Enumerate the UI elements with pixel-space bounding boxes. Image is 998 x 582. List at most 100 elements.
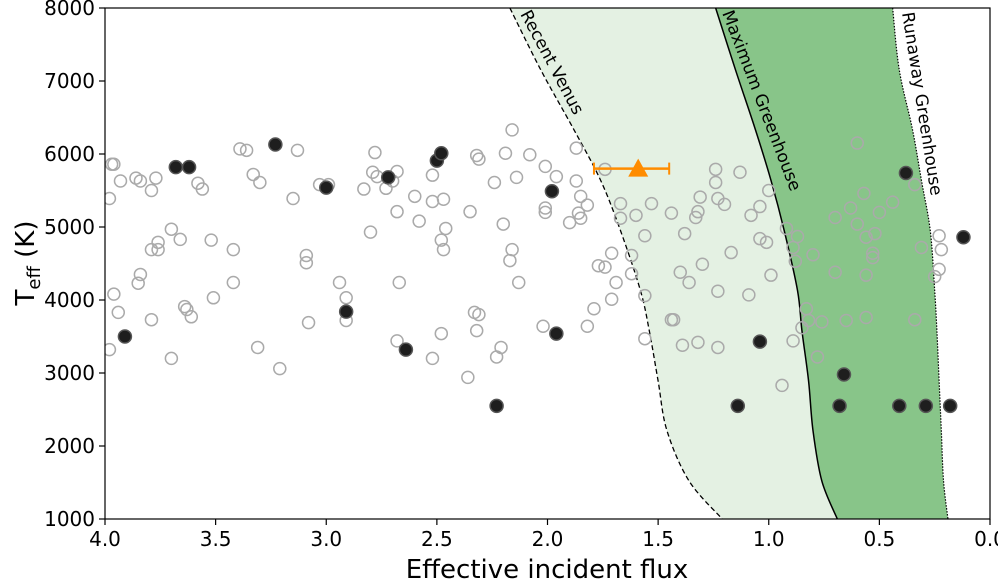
open-point bbox=[408, 189, 422, 204]
open-point bbox=[549, 169, 564, 184]
open-point bbox=[839, 313, 853, 328]
open-point bbox=[872, 205, 887, 220]
open-point bbox=[357, 182, 371, 196]
open-point bbox=[503, 253, 517, 268]
open-point bbox=[742, 288, 756, 302]
open-point bbox=[677, 226, 692, 241]
open-point bbox=[815, 315, 829, 329]
open-point bbox=[463, 204, 477, 219]
open-point bbox=[629, 208, 643, 223]
open-point bbox=[580, 319, 595, 334]
open-point bbox=[425, 351, 440, 366]
open-point bbox=[828, 210, 842, 225]
open-point bbox=[412, 214, 426, 228]
open-point bbox=[436, 192, 451, 207]
open-point bbox=[759, 235, 774, 250]
open-point bbox=[487, 175, 502, 190]
open-point bbox=[113, 174, 128, 188]
open-point bbox=[857, 186, 871, 201]
highlighted-planet bbox=[592, 158, 671, 177]
open-point bbox=[273, 361, 287, 376]
open-point bbox=[693, 190, 707, 204]
open-point bbox=[675, 338, 690, 353]
open-point bbox=[587, 302, 601, 316]
open-point bbox=[688, 210, 703, 225]
open-point bbox=[865, 250, 880, 265]
filled-point bbox=[918, 398, 934, 414]
filled-point bbox=[338, 304, 354, 319]
open-point bbox=[764, 268, 778, 282]
open-point bbox=[604, 246, 619, 261]
open-point bbox=[469, 323, 484, 338]
open-point bbox=[624, 266, 639, 281]
filled-point bbox=[549, 326, 564, 341]
filled-point bbox=[398, 342, 414, 357]
filled-point bbox=[836, 367, 852, 382]
open-point bbox=[573, 189, 588, 204]
open-point bbox=[806, 247, 820, 262]
open-point bbox=[246, 167, 260, 182]
filled-point bbox=[489, 398, 504, 414]
open-point bbox=[149, 171, 163, 185]
open-point bbox=[239, 143, 254, 158]
open-point bbox=[299, 256, 314, 270]
open-point bbox=[691, 335, 705, 350]
filled-point bbox=[942, 398, 958, 414]
y-tick-label: 4000 bbox=[44, 288, 95, 312]
open-point bbox=[253, 175, 267, 190]
filled-point bbox=[380, 170, 396, 185]
open-point bbox=[472, 307, 486, 322]
open-point bbox=[133, 174, 148, 188]
open-point bbox=[609, 275, 623, 290]
open-point bbox=[613, 211, 628, 225]
open-point bbox=[107, 157, 121, 171]
open-point bbox=[868, 226, 882, 241]
open-point bbox=[934, 242, 949, 257]
open-point bbox=[850, 136, 864, 150]
x-axis-label: Effective incident flux bbox=[406, 555, 689, 582]
open-point bbox=[511, 275, 526, 290]
recent-venus-line bbox=[509, 8, 723, 519]
x-tick-label: 4.0 bbox=[89, 527, 121, 551]
open-point bbox=[111, 305, 126, 320]
open-point bbox=[250, 340, 265, 355]
y-axis-label: Teff (K) bbox=[11, 221, 45, 307]
open-point bbox=[795, 320, 809, 335]
open-point bbox=[682, 275, 696, 290]
open-point bbox=[339, 291, 353, 305]
open-point bbox=[859, 230, 873, 244]
open-point bbox=[332, 275, 347, 290]
open-point bbox=[365, 165, 380, 179]
open-point bbox=[788, 254, 803, 269]
open-point bbox=[711, 340, 725, 355]
open-point bbox=[775, 378, 789, 393]
open-point bbox=[638, 331, 652, 346]
open-point bbox=[927, 269, 942, 284]
open-point bbox=[569, 141, 584, 155]
open-point bbox=[538, 159, 553, 174]
open-point bbox=[105, 342, 117, 357]
open-point bbox=[666, 312, 681, 327]
open-point bbox=[801, 313, 816, 328]
open-point bbox=[843, 201, 858, 215]
open-point bbox=[538, 201, 553, 215]
open-point bbox=[711, 284, 725, 298]
open-point bbox=[105, 191, 117, 206]
open-point bbox=[753, 199, 767, 214]
open-point bbox=[562, 215, 577, 230]
open-point bbox=[505, 123, 519, 137]
filled-point bbox=[832, 398, 847, 414]
data-points bbox=[105, 123, 971, 414]
x-tick-label: 0.5 bbox=[863, 527, 895, 551]
open-point bbox=[717, 197, 732, 212]
y-axis-ticks: 1000 2000 3000 4000 5000 6000 7000 8000 bbox=[44, 0, 105, 531]
open-point bbox=[591, 258, 606, 273]
maximum-greenhouse-zone bbox=[715, 8, 948, 519]
x-tick-label: 2.5 bbox=[421, 527, 453, 551]
open-point bbox=[569, 174, 584, 188]
open-point bbox=[859, 268, 873, 282]
y-tick-label: 2000 bbox=[44, 434, 95, 458]
open-point bbox=[724, 245, 738, 260]
open-point bbox=[177, 299, 192, 314]
open-point bbox=[392, 275, 407, 290]
